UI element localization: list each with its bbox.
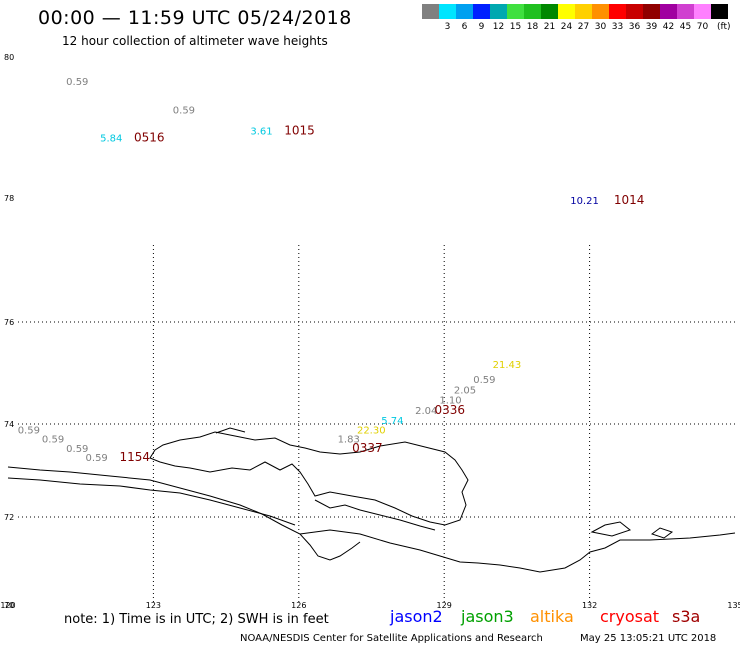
longitude-tick-label: 123 <box>146 601 161 610</box>
colorbar-tick-label: 24 <box>560 22 573 32</box>
colorbar-tick-label: 33 <box>611 22 624 32</box>
colorbar-swatch <box>677 4 694 19</box>
pass-time-label: 0516 <box>134 131 165 145</box>
colorbar-tick-label: 21 <box>543 22 556 32</box>
colorbar-tick-label: 30 <box>594 22 607 32</box>
colorbar-swatch <box>575 4 592 19</box>
wave-height-label: 5.84 <box>100 134 122 145</box>
longitude-tick-label: 135 <box>727 601 740 610</box>
colorbar-tick-label: 9 <box>478 22 485 32</box>
wave-height-label: 5.74 <box>381 416 403 427</box>
wave-height-label: 2.05 <box>454 385 476 396</box>
latitude-tick-label: 76 <box>4 318 14 327</box>
wave-height-label: 3.61 <box>250 127 272 138</box>
colorbar-swatch <box>626 4 643 19</box>
colorbar-tick-label: 3 <box>444 22 451 32</box>
satellite-legend-jason2: jason2 <box>390 607 443 626</box>
wave-height-label: 22.30 <box>357 425 386 436</box>
colorbar-swatch <box>490 4 507 19</box>
colorbar-swatch <box>439 4 456 19</box>
colorbar-swatch <box>456 4 473 19</box>
satellite-legend-jason3: jason3 <box>461 607 514 626</box>
coastline-segment <box>314 499 436 531</box>
pass-time-label: 0337 <box>352 441 383 455</box>
colorbar-tick-label: 45 <box>679 22 692 32</box>
colorbar-tick-label: 36 <box>628 22 641 32</box>
longitude-tick-label: 120 <box>0 601 15 610</box>
wave-height-label: 1.83 <box>338 435 360 446</box>
coastline-segment <box>149 431 469 526</box>
coastline-segment <box>650 527 674 539</box>
colorbar-swatch <box>473 4 490 19</box>
legend-note: note: 1) Time is in UTC; 2) SWH is in fe… <box>64 612 329 627</box>
latitude-tick-label: 78 <box>4 194 14 203</box>
pass-time-label: 1014 <box>614 193 645 207</box>
colorbar-tick-label: 18 <box>526 22 539 32</box>
wave-height-label: 0.59 <box>42 435 64 446</box>
page-subtitle: 12 hour collection of altimeter wave hei… <box>62 34 328 48</box>
latitude-tick-label: 74 <box>4 420 14 429</box>
page-title: 00:00 — 11:59 UTC 05/24/2018 <box>38 7 352 29</box>
colorbar-swatch <box>643 4 660 19</box>
pass-time-label: 0336 <box>435 403 466 417</box>
colorbar-swatch <box>422 4 439 19</box>
footer-timestamp: May 25 13:05:21 UTC 2018 <box>580 633 717 644</box>
colorbar-tick-label: 70 <box>696 22 709 32</box>
latitude-tick-label: 72 <box>4 513 14 522</box>
wave-height-label: 0.59 <box>66 444 88 455</box>
colorbar-tick-label: 6 <box>461 22 468 32</box>
wave-height-label: 0.59 <box>18 425 40 436</box>
colorbar-tick-label: 15 <box>509 22 522 32</box>
wave-height-label: 21.43 <box>493 360 522 371</box>
colorbar-tick-label: 12 <box>492 22 505 32</box>
colorbar-swatch <box>609 4 626 19</box>
satellite-legend-cryosat: cryosat <box>600 607 660 626</box>
wave-height-label: 0.59 <box>86 453 108 464</box>
latitude-tick-label: 80 <box>4 53 14 62</box>
longitude-tick-label: 126 <box>291 601 306 610</box>
latitude-tick-label: 70 <box>4 601 14 610</box>
colorbar-tick-label: 27 <box>577 22 590 32</box>
colorbar-swatch <box>592 4 609 19</box>
colorbar-tick-label: 42 <box>662 22 675 32</box>
satellite-legend-altika: altika <box>530 607 574 626</box>
wave-height-labels: 0.590.595.843.6110.2121.430.592.051.102.… <box>18 77 645 464</box>
coastline-segment <box>299 529 736 573</box>
colorbar-swatch <box>524 4 541 19</box>
wave-height-label: 1.10 <box>439 396 461 407</box>
wave-height-label: 2.04 <box>415 406 437 417</box>
graticule <box>18 245 735 605</box>
wave-height-label: 0.59 <box>473 375 495 386</box>
colorbar-unit: (ft) <box>717 22 731 32</box>
colorbar-swatch <box>507 4 524 19</box>
longitude-tick-label: 129 <box>437 601 452 610</box>
colorbar-swatch <box>660 4 677 19</box>
wave-height-label: 10.21 <box>570 196 599 207</box>
coastline-segment <box>590 521 632 537</box>
colorbar-swatch <box>541 4 558 19</box>
footer-credit: NOAA/NESDIS Center for Satellite Applica… <box>240 633 543 644</box>
colorbar-swatch <box>694 4 711 19</box>
pass-time-label: 1015 <box>284 124 315 138</box>
coastline-segment <box>215 427 246 434</box>
longitude-tick-label: 132 <box>582 601 597 610</box>
colorbar-swatch <box>711 4 728 19</box>
coastline <box>7 427 736 573</box>
satellite-legend-s3a: s3a <box>672 607 701 626</box>
coastline-segment <box>7 477 296 526</box>
colorbar-tick-label: 39 <box>645 22 658 32</box>
colorbar-swatch <box>558 4 575 19</box>
wave-height-label: 0.59 <box>66 77 88 88</box>
wave-height-label: 0.59 <box>173 105 195 116</box>
coastline-segment <box>7 466 361 561</box>
pass-time-label: 1154 <box>119 450 150 464</box>
